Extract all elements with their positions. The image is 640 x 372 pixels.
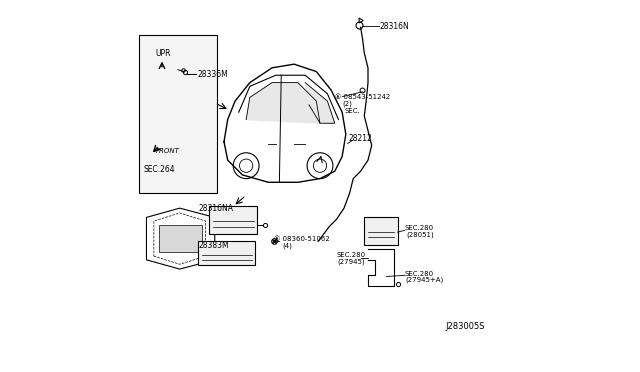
Polygon shape: [246, 83, 320, 123]
Polygon shape: [305, 83, 335, 123]
Text: 28336M: 28336M: [197, 70, 228, 79]
Text: (27945+A): (27945+A): [405, 276, 443, 283]
Text: 28316N: 28316N: [380, 22, 410, 31]
Text: (2): (2): [342, 101, 352, 107]
Text: (4): (4): [282, 242, 292, 249]
Text: SEC.: SEC.: [344, 108, 360, 115]
Text: (27945): (27945): [338, 259, 365, 265]
Text: SEC.280: SEC.280: [405, 225, 434, 231]
Text: 28316NA: 28316NA: [198, 203, 233, 213]
Text: FRONT: FRONT: [156, 148, 180, 154]
Bar: [139, 35, 216, 193]
Text: SEC.280: SEC.280: [405, 270, 434, 276]
Text: (28051): (28051): [406, 232, 434, 238]
Text: SEC.264: SEC.264: [143, 165, 175, 174]
Text: SEC.280: SEC.280: [337, 253, 365, 259]
Text: J283005S: J283005S: [445, 322, 485, 331]
Text: UPR: UPR: [156, 49, 171, 58]
FancyBboxPatch shape: [364, 217, 397, 245]
Text: 28383M: 28383M: [198, 241, 228, 250]
FancyBboxPatch shape: [209, 206, 257, 234]
Polygon shape: [159, 225, 202, 253]
Text: ⑥ 08543-51242: ⑥ 08543-51242: [335, 94, 390, 100]
FancyBboxPatch shape: [198, 241, 255, 265]
Text: ⑥ 08360-51062: ⑥ 08360-51062: [274, 236, 330, 242]
Text: 28212: 28212: [348, 134, 372, 142]
